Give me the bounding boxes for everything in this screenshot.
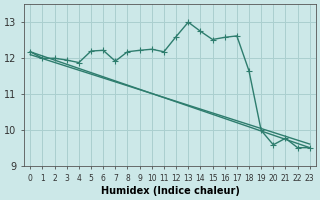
X-axis label: Humidex (Indice chaleur): Humidex (Indice chaleur) xyxy=(100,186,239,196)
